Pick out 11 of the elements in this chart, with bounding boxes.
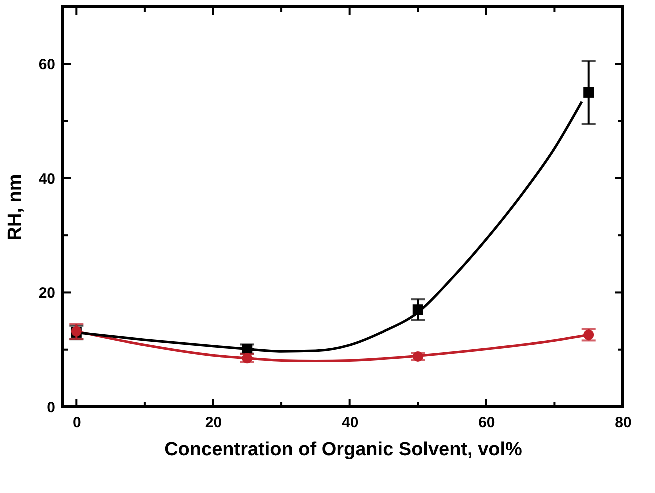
x-axis-title: Concentration of Organic Solvent, vol% — [164, 440, 523, 460]
x-tick-label: 80 — [615, 414, 632, 432]
x-tick-label: 0 — [72, 414, 82, 432]
y-axis-title: RH, nm — [4, 174, 26, 241]
x-tick-label: 40 — [342, 414, 359, 432]
y-tick-label: 0 — [47, 400, 56, 416]
y-tick-label: 20 — [38, 285, 56, 302]
y-tick-label: 40 — [38, 170, 56, 188]
x-tick-label: 20 — [205, 414, 222, 432]
x-tick-label: 60 — [478, 414, 496, 432]
y-tick-label: 60 — [38, 56, 56, 74]
